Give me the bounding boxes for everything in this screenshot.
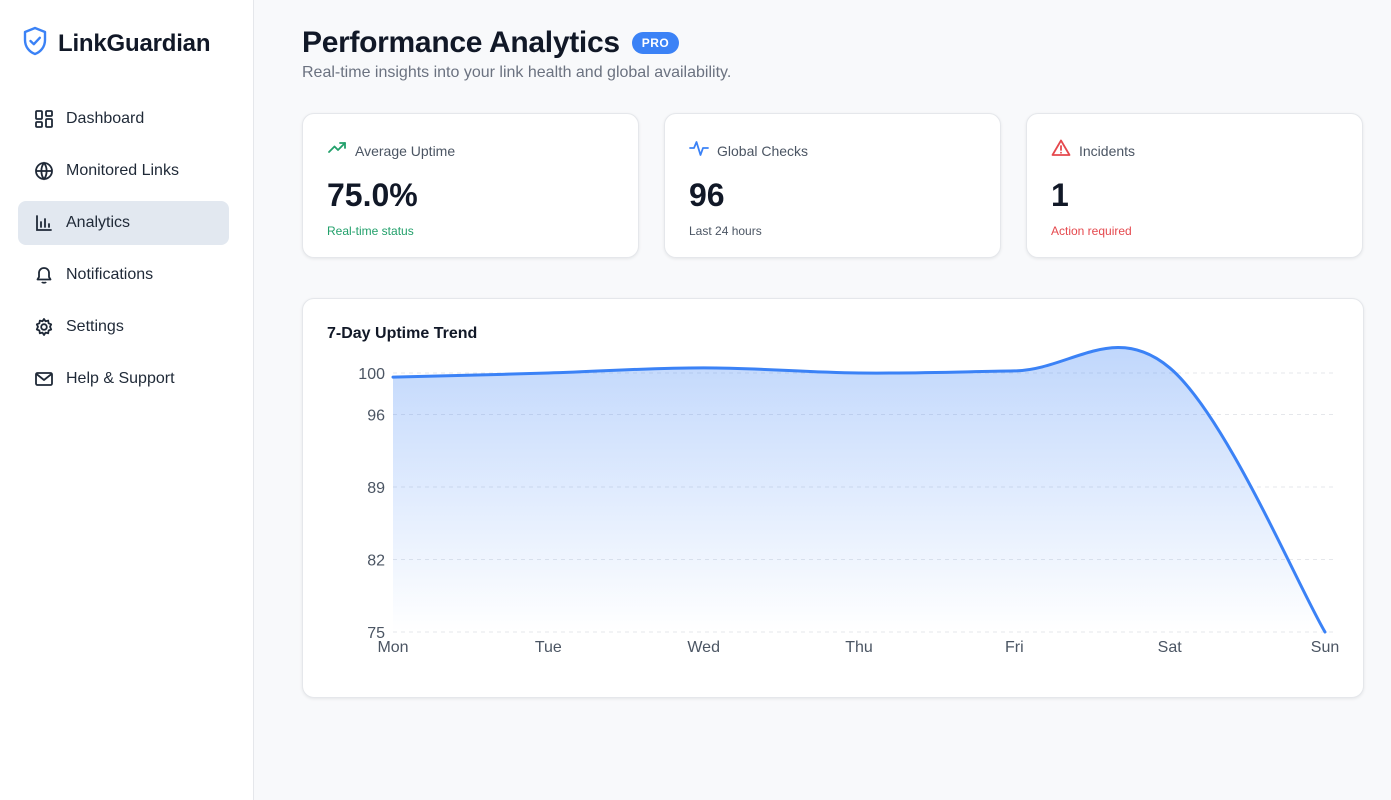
dashboard-icon xyxy=(34,109,54,129)
data-point-sun[interactable] xyxy=(1319,626,1331,638)
y-tick-label: 89 xyxy=(367,480,385,497)
page-subtitle: Real-time insights into your link health… xyxy=(302,64,732,81)
sidebar-item-label: Analytics xyxy=(66,214,131,231)
x-tick-label: Tue xyxy=(535,639,562,656)
data-point-fri[interactable] xyxy=(1008,365,1020,377)
x-tick-label: Thu xyxy=(845,639,873,656)
page-title: Performance Analytics xyxy=(302,26,620,59)
sidebar-item-label: Monitored Links xyxy=(66,162,179,179)
sidebar-item-notifications[interactable]: Notifications xyxy=(18,253,229,297)
sidebar-item-settings[interactable]: Settings xyxy=(18,305,229,349)
y-tick-label: 82 xyxy=(367,552,385,569)
brand-name: LinkGuardian xyxy=(58,29,211,57)
uptime-area xyxy=(393,347,1325,632)
sidebar-item-label: Settings xyxy=(66,318,124,335)
x-tick-label: Sun xyxy=(1311,639,1339,656)
stat-card-average-uptime: Average Uptime 75.0% Real-time status xyxy=(302,113,639,258)
stats-cards: Average Uptime 75.0% Real-time status Gl… xyxy=(302,113,1364,258)
brand[interactable]: LinkGuardian xyxy=(22,26,210,61)
data-point-mon[interactable] xyxy=(387,371,399,383)
gear-icon xyxy=(34,317,54,337)
sidebar-item-analytics[interactable]: Analytics xyxy=(18,201,229,245)
x-tick-label: Mon xyxy=(377,639,408,656)
stat-value: 1 xyxy=(1051,177,1069,213)
activity-icon xyxy=(689,138,709,163)
uptime-trend-chart: 75 82 89 96 100 Mon Tue Wed Thu Fri Sat Sun xyxy=(358,346,1339,656)
chart-title: 7-Day Uptime Trend xyxy=(327,325,478,342)
x-tick-label: Fri xyxy=(1005,639,1024,656)
data-point-sat[interactable] xyxy=(1164,362,1176,374)
shield-check-icon xyxy=(22,26,48,61)
stat-label: Incidents xyxy=(1079,142,1136,159)
bar-chart-icon xyxy=(34,213,54,233)
data-point-thu[interactable] xyxy=(853,367,865,379)
page-header: Performance Analytics PRO Real-time insi… xyxy=(302,26,731,82)
stat-note: Action required xyxy=(1051,224,1132,238)
sidebar-item-help-support[interactable]: Help & Support xyxy=(18,357,229,401)
stat-card-global-checks: Global Checks 96 Last 24 hours xyxy=(664,113,1001,258)
mail-icon xyxy=(34,369,54,389)
uptime-series-line xyxy=(391,346,1327,634)
sidebar-item-label: Dashboard xyxy=(66,110,145,127)
y-tick-label: 75 xyxy=(367,625,385,642)
stat-label: Average Uptime xyxy=(355,142,456,159)
stat-note: Real-time status xyxy=(327,224,414,238)
sidebar: LinkGuardian Dashboard Monitored Links xyxy=(0,0,254,800)
trending-up-icon xyxy=(327,138,347,163)
stat-card-incidents: Incidents 1 Action required xyxy=(1026,113,1363,258)
stat-note: Last 24 hours xyxy=(689,224,762,238)
uptime-trend-chart-card: 7-Day Uptime Trend 75 82 89 96 100 Mon Tue Wed T… xyxy=(302,298,1364,698)
x-tick-label: Sat xyxy=(1158,639,1183,656)
pro-badge: PRO xyxy=(631,32,680,54)
y-tick-label: 96 xyxy=(367,407,385,424)
sidebar-item-label: Help & Support xyxy=(66,370,175,387)
globe-icon xyxy=(34,161,54,181)
sidebar-item-monitored-links[interactable]: Monitored Links xyxy=(18,149,229,193)
sidebar-item-label: Notifications xyxy=(66,266,154,283)
data-point-wed[interactable] xyxy=(698,362,710,374)
x-tick-label: Wed xyxy=(687,639,720,656)
y-tick-label: 100 xyxy=(358,366,385,383)
sidebar-nav: Dashboard Monitored Links Analytics xyxy=(18,97,229,409)
stat-value: 75.0% xyxy=(327,177,418,213)
data-point-tue[interactable] xyxy=(542,367,554,379)
stat-value: 96 xyxy=(689,177,725,213)
stat-label: Global Checks xyxy=(717,142,809,159)
alert-triangle-icon xyxy=(1051,138,1071,163)
bell-icon xyxy=(34,265,54,285)
sidebar-item-dashboard[interactable]: Dashboard xyxy=(18,97,229,141)
